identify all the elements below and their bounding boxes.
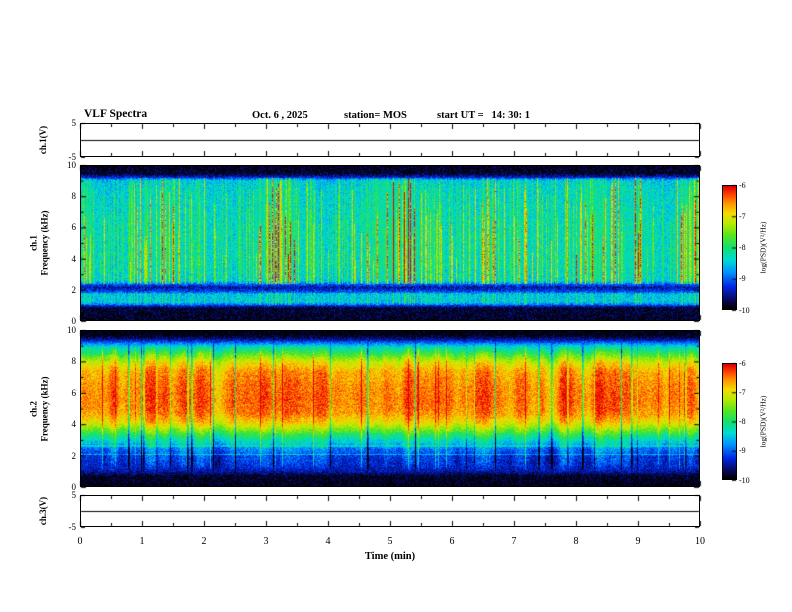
colorbar-tick-label: -6 xyxy=(739,358,746,368)
y-tick-label: 4 xyxy=(71,419,77,430)
ch2-frequency-axis-label: Frequency (kHz) xyxy=(40,375,51,442)
station-label: station= MOS xyxy=(344,110,407,121)
colorbar-ch2-label-text: log(PSD)(V²/Hz) xyxy=(758,395,768,448)
ch1-spectrogram-panel xyxy=(80,165,700,321)
figure-title: VLF Spectra xyxy=(84,108,148,120)
y-tick-label: 10 xyxy=(67,325,76,335)
colorbar-tick-label: -10 xyxy=(739,475,750,485)
y-tick-label: 5 xyxy=(71,118,77,128)
ch2-spec-ylabel: ch.2 Frequency (kHz) xyxy=(24,330,56,487)
x-tick-label: 2 xyxy=(201,536,207,547)
ch1-spec-ylabel: ch.1 Frequency (kHz) xyxy=(24,165,56,321)
colorbar-tick-label: -6 xyxy=(739,180,746,190)
x-tick-label: 9 xyxy=(635,536,641,547)
colorbar-tick-label: -10 xyxy=(739,305,750,315)
x-tick-label: 3 xyxy=(263,536,269,547)
y-tick-label: 2 xyxy=(71,284,77,295)
y-tick-label: 6 xyxy=(71,387,77,398)
ch1-voltage-ylabel-text: ch.1(V) xyxy=(38,125,48,155)
y-tick-label: -5 xyxy=(68,152,77,162)
y-tick-label: 6 xyxy=(71,222,77,233)
colorbar-ch1-gradient xyxy=(723,186,736,309)
colorbar-tick-label: -8 xyxy=(739,417,746,426)
y-tick-label: 5 xyxy=(71,490,77,500)
y-tick-label: 4 xyxy=(71,253,77,264)
colorbar-tick-label: -9 xyxy=(739,274,746,284)
ch1-voltage-ylabel: ch.1(V) xyxy=(32,123,54,157)
ch3-voltage-panel xyxy=(80,495,700,527)
y-tick-label: 8 xyxy=(71,191,77,202)
x-tick-label: 5 xyxy=(387,536,393,547)
colorbar-tick-label: -7 xyxy=(739,211,746,221)
ch2-channel-label: ch.2 xyxy=(29,400,40,417)
ch1-frequency-axis-label: Frequency (kHz) xyxy=(40,210,51,276)
x-tick-label: 4 xyxy=(325,536,331,547)
colorbar-ch1-label-text: log(PSD)(V²/Hz) xyxy=(758,221,768,274)
y-tick-label: 2 xyxy=(71,450,77,461)
colorbar-tick-label: -8 xyxy=(739,243,746,252)
ch1-channel-label: ch.1 xyxy=(29,235,40,251)
x-tick-label: 8 xyxy=(573,536,579,547)
y-tick-label: -5 xyxy=(68,522,77,532)
figure-date: Oct. 6 , 2025 xyxy=(252,110,308,121)
ch3-voltage-ylabel: ch.3(V) xyxy=(32,495,54,527)
colorbar-ch2-gradient xyxy=(723,364,736,479)
ch3-voltage-ylabel-text: ch.3(V) xyxy=(38,496,48,526)
colorbar-tick-label: -7 xyxy=(739,387,746,397)
ch1-spectrogram-canvas xyxy=(81,166,699,320)
x-tick-label: 10 xyxy=(695,536,705,547)
x-tick-label: 0 xyxy=(77,536,83,547)
ch2-spectrogram-canvas xyxy=(81,331,699,486)
y-tick-label: 8 xyxy=(71,356,77,367)
x-tick-label: 1 xyxy=(139,536,145,547)
x-tick-label: 6 xyxy=(449,536,455,547)
x-tick-label: 7 xyxy=(511,536,517,547)
x-axis-label: Time (min) xyxy=(364,551,416,562)
colorbar-tick-label: -9 xyxy=(739,446,746,456)
ch1-voltage-panel xyxy=(80,123,700,157)
start-ut-label: start UT = 14: 30: 1 xyxy=(437,110,530,121)
ch2-spectrogram-panel xyxy=(80,330,700,487)
colorbar-ch1 xyxy=(722,185,737,310)
colorbar-ch2 xyxy=(722,363,737,480)
